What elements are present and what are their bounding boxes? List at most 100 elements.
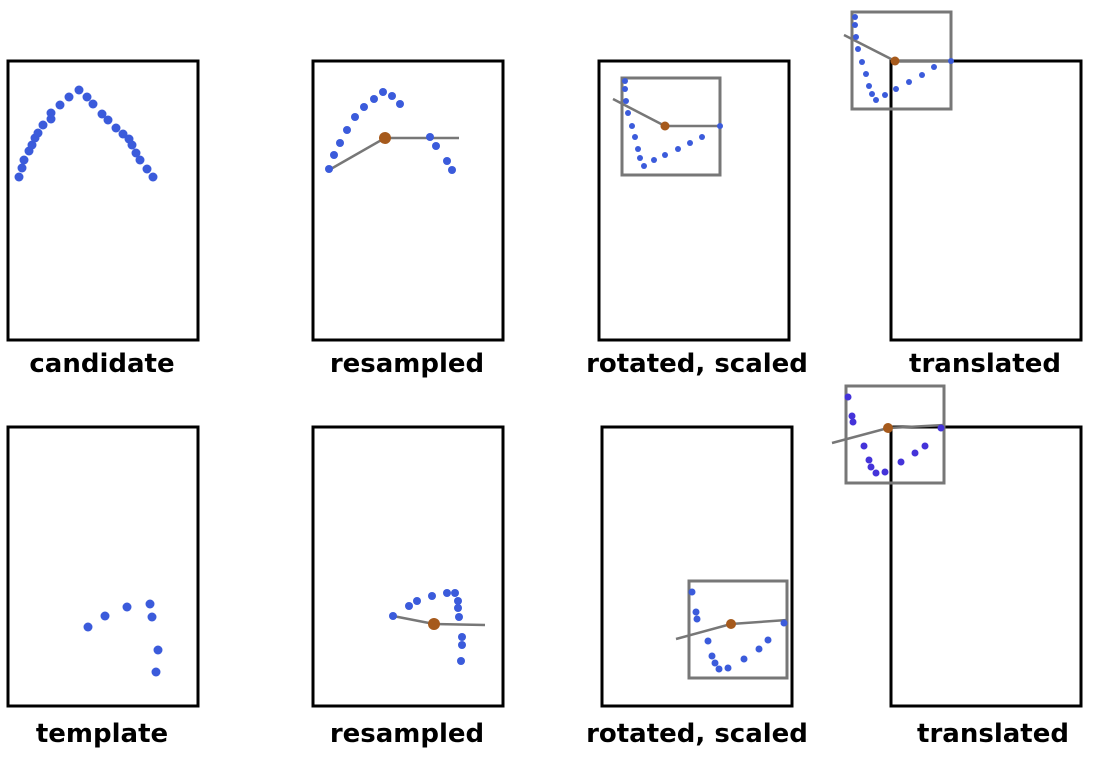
point (687, 140, 693, 146)
panel-caption: resampled (330, 719, 484, 749)
point (848, 412, 856, 420)
point (97, 109, 107, 119)
bounding-box (687, 579, 789, 680)
point (122, 602, 132, 612)
point-set (622, 78, 723, 169)
point (432, 142, 440, 150)
point (343, 126, 351, 134)
centroid-point (379, 132, 391, 144)
panel-template-rotated-scaled: rotated, scaled (586, 425, 808, 749)
point (675, 146, 681, 152)
point (360, 103, 368, 111)
panel-frame (6, 425, 200, 708)
point (103, 115, 113, 125)
point (153, 645, 163, 655)
point (873, 97, 879, 103)
point (881, 468, 889, 476)
point (388, 92, 396, 100)
point (632, 134, 638, 140)
point (692, 608, 700, 616)
point (866, 83, 872, 89)
point (865, 456, 873, 464)
bounding-box (844, 384, 946, 485)
point (454, 597, 462, 605)
point (931, 64, 937, 70)
panel-candidate-rotated-scaled: rotated, scaled (586, 59, 808, 379)
point (635, 146, 641, 152)
point (755, 645, 763, 653)
point (46, 108, 56, 118)
point (921, 442, 929, 450)
point (704, 637, 712, 645)
centroid-point (660, 121, 670, 131)
point-set (389, 589, 466, 665)
panel-candidate: candidate (6, 59, 200, 379)
point (869, 91, 875, 97)
point (443, 157, 451, 165)
point (715, 665, 723, 673)
point (852, 22, 858, 28)
point (457, 657, 465, 665)
centroid-point (726, 619, 736, 629)
panel-template: template (6, 425, 200, 749)
point (906, 79, 912, 85)
point (711, 659, 719, 667)
point (641, 163, 647, 169)
point (379, 88, 387, 96)
point (662, 152, 668, 158)
point (389, 612, 397, 620)
point (336, 139, 344, 147)
point (844, 393, 852, 401)
centroid-point (890, 56, 900, 66)
panel-caption: candidate (29, 349, 174, 379)
point (637, 155, 643, 161)
point (451, 589, 459, 597)
point (852, 14, 858, 20)
point (948, 58, 954, 64)
point (33, 128, 43, 138)
point (724, 664, 732, 672)
centroid-point (883, 423, 893, 433)
point (780, 619, 788, 627)
point (426, 133, 434, 141)
point-set (325, 88, 456, 174)
point (142, 164, 152, 174)
point (849, 418, 857, 426)
point-set (852, 14, 954, 103)
point (100, 611, 110, 621)
point (625, 110, 631, 116)
panel-caption: template (36, 719, 168, 749)
panel-caption: translated (917, 719, 1069, 749)
point (64, 92, 74, 102)
point (872, 469, 880, 477)
point (623, 98, 629, 104)
point (55, 100, 65, 110)
point (455, 613, 463, 621)
point (708, 652, 716, 660)
point (688, 588, 696, 596)
point (764, 636, 772, 644)
point-set (844, 393, 945, 477)
point (131, 148, 141, 158)
point (860, 442, 868, 450)
point (325, 165, 333, 173)
point (351, 113, 359, 121)
point (693, 615, 701, 623)
point (148, 172, 158, 182)
point (937, 424, 945, 432)
panel-template-translated: translated (831, 384, 1083, 749)
point (893, 86, 899, 92)
point (699, 134, 705, 140)
panel-frame (6, 59, 200, 342)
panel-candidate-resampled: resampled (311, 59, 505, 379)
point (855, 46, 861, 52)
panel-frame (311, 425, 505, 708)
point (428, 592, 436, 600)
panel-caption: rotated, scaled (586, 719, 808, 749)
point (83, 622, 93, 632)
point (458, 641, 466, 649)
point (622, 78, 628, 84)
panel-frame (889, 425, 1083, 708)
point-set (83, 599, 163, 677)
